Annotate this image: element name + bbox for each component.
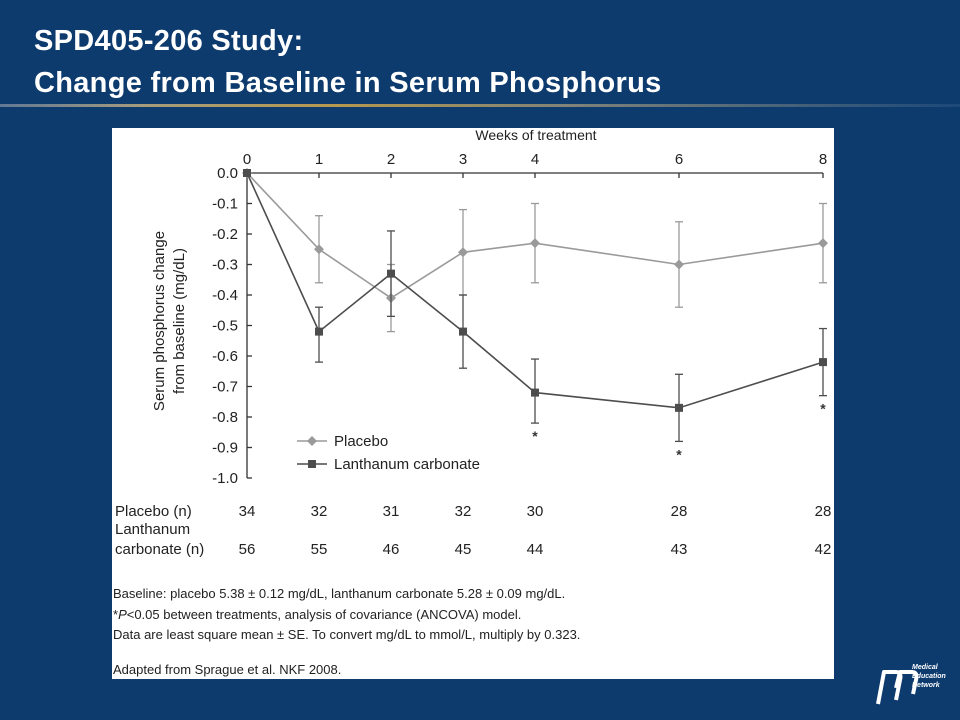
logo-text-line2: Education [912, 673, 946, 680]
lanthanum-n-value: 55 [311, 541, 328, 558]
placebo-n-value: 28 [671, 503, 688, 520]
footnote-significance-text: <0.05 between treatments, analysis of co… [127, 607, 522, 622]
data-point-diamond [530, 238, 540, 249]
data-point-square [459, 327, 467, 336]
title-divider [0, 104, 960, 107]
footnote-significance-p: P [118, 607, 127, 622]
x-tick-label: 6 [675, 151, 683, 168]
y-tick-label: -0.6 [212, 348, 238, 365]
y-tick-label: -0.1 [212, 196, 238, 213]
placebo-n-value: 30 [527, 503, 544, 520]
placebo-n-value: 31 [383, 503, 400, 520]
x-tick-label: 2 [387, 151, 395, 168]
data-point-square [243, 169, 251, 177]
data-point-diamond [818, 238, 828, 249]
footnote-significance: *P<0.05 between treatments, analysis of … [113, 607, 521, 622]
significance-star: * [820, 401, 826, 417]
lanthanum-n-value: 43 [671, 541, 688, 558]
logo-text: Medical Education Network [912, 663, 946, 690]
data-point-square [819, 358, 827, 367]
y-tick-label: -0.7 [212, 379, 238, 396]
logo-mark [876, 670, 919, 705]
logo-text-line3: Network [912, 682, 940, 689]
chart-panel: Weeks of treatment Serum phosphorus chan… [112, 128, 834, 679]
y-tick-label: -0.2 [212, 226, 238, 243]
significance-star: * [676, 446, 682, 462]
footnote-source: Adapted from Sprague et al. NKF 2008. [113, 662, 341, 677]
y-tick-label: -1.0 [212, 470, 238, 487]
lanthanum-n-label-line2: carbonate (n) [115, 541, 204, 558]
lanthanum-n-value: 44 [527, 541, 544, 558]
x-tick-label: 3 [459, 151, 467, 168]
y-axis-title-line2: from baseline (mg/dL) [171, 248, 188, 394]
medical-education-network-logo [876, 670, 919, 705]
placebo-n-value: 28 [815, 503, 832, 520]
y-tick-label: -0.5 [212, 318, 238, 335]
lanthanum-n-value: 45 [455, 541, 472, 558]
data-point-diamond [314, 244, 324, 255]
significance-star: * [532, 428, 538, 444]
data-point-square [387, 269, 395, 278]
x-tick-label: 4 [531, 151, 539, 168]
data-point-square [675, 403, 683, 412]
lanthanum-n-value: 46 [383, 541, 400, 558]
legend-marker-square [308, 460, 316, 468]
series-lanthanum-carbonate [243, 169, 827, 443]
y-tick-label: -0.4 [212, 287, 238, 304]
x-tick-label: 1 [315, 151, 323, 168]
y-tick-label: -0.9 [212, 440, 238, 457]
x-tick-label: 8 [819, 151, 827, 168]
footnote-significance-star: * [113, 607, 118, 622]
x-axis-title: Weeks of treatment [475, 128, 596, 143]
slide-title-line1: SPD405-206 Study: [34, 25, 304, 57]
data-point-diamond [458, 247, 468, 258]
chart-axes: 0 1 2 3 4 6 8 0.0 -0.1 -0.2 -0.3 -0.4 -0.5 -0.6 -0.7 -0… [212, 151, 827, 487]
patient-count-table: Placebo (n) Lanthanum carbonate (n) 34 56… [115, 503, 831, 558]
y-tick-label: 0.0 [217, 165, 238, 182]
lanthanum-n-value: 56 [239, 541, 256, 558]
footnote-data-note: Data are least square mean ± SE. To conv… [113, 627, 580, 642]
placebo-n-label: Placebo (n) [115, 503, 192, 520]
footnote-baseline: Baseline: placebo 5.38 ± 0.12 mg/dL, lan… [113, 586, 565, 601]
chart-series-layer: * * * [242, 168, 828, 462]
data-point-diamond [674, 259, 684, 270]
y-axis-title-line1: Serum phosphorus change [151, 231, 168, 411]
placebo-n-value: 34 [239, 503, 256, 520]
logo-text-line1: Medical [912, 664, 938, 671]
placebo-n-value: 32 [455, 503, 472, 520]
lanthanum-n-value: 42 [815, 541, 832, 558]
y-tick-label: -0.8 [212, 409, 238, 426]
slide-title: SPD405-206 Study: Change from Baseline i… [34, 20, 662, 104]
phosphorus-line-chart: Weeks of treatment Serum phosphorus chan… [113, 128, 831, 677]
placebo-n-value: 32 [311, 503, 328, 520]
legend-label: Placebo [334, 433, 388, 450]
chart-legend: Placebo Lanthanum carbonate [297, 433, 480, 473]
lanthanum-n-label-line1: Lanthanum [115, 521, 190, 538]
legend-marker-diamond [307, 436, 317, 446]
x-tick-label: 0 [243, 151, 251, 168]
y-tick-label: -0.3 [212, 257, 238, 274]
legend-label: Lanthanum carbonate [334, 456, 480, 473]
footnotes: Baseline: placebo 5.38 ± 0.12 mg/dL, lan… [113, 586, 580, 677]
slide-title-line2: Change from Baseline in Serum Phosphorus [34, 67, 662, 99]
data-point-square [315, 327, 323, 336]
data-point-square [531, 388, 539, 397]
series-placebo [242, 168, 828, 333]
